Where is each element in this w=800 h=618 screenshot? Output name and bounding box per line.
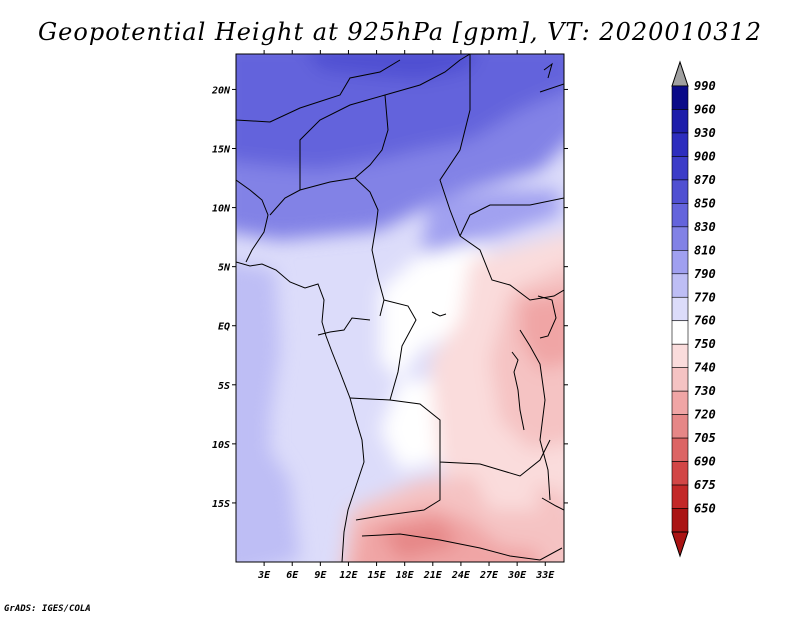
colorbar-label: 810 <box>694 243 716 257</box>
colorbar-label: 675 <box>694 478 716 492</box>
colorbar-label: 650 <box>694 502 716 516</box>
colorbar-top-arrow <box>671 60 689 87</box>
lat-tick-label: 5S <box>218 381 230 392</box>
lat-tick-label: 15S <box>212 499 230 510</box>
lon-tick-label: 33E <box>535 570 555 581</box>
lon-tick-label: 27E <box>479 570 499 581</box>
lon-tick-label: 24E <box>451 570 471 581</box>
lat-tick-label: 10N <box>212 204 231 215</box>
colorbar-swatch <box>671 203 689 228</box>
map-frame <box>235 53 565 563</box>
colorbar-label: 720 <box>694 408 716 422</box>
colorbar-label: 960 <box>694 102 716 116</box>
colorbar-bottom-arrow <box>671 531 689 558</box>
lon-tick-label: 6E <box>286 570 299 581</box>
colorbar-swatch <box>671 85 689 110</box>
colorbar-label: 730 <box>694 384 716 398</box>
lon-tick-label: 30E <box>507 570 527 581</box>
colorbar-label: 930 <box>694 126 716 140</box>
lat-tick-label: 10S <box>212 440 230 451</box>
colorbar-swatch <box>671 367 689 392</box>
colorbar-swatch <box>671 179 689 204</box>
country-borders <box>236 54 564 562</box>
colorbar-label: 790 <box>694 267 716 281</box>
latitude-axis: 20N 15N 10N 5N EQ 5S 10S 15S <box>211 85 568 510</box>
longitude-axis: 3E 6E 9E 12E 15E 18E 21E 24E 27E 30E 33E <box>257 50 555 581</box>
colorbar-label: 770 <box>694 290 716 304</box>
colorbar-swatch <box>671 390 689 415</box>
colorbar-label: 850 <box>694 196 716 210</box>
colorbar-label: 705 <box>694 431 716 445</box>
colorbar-label: 690 <box>694 455 716 469</box>
colorbar-swatch <box>671 296 689 322</box>
colorbar-swatch <box>671 109 689 134</box>
lon-tick-label: 21E <box>423 570 443 581</box>
colorbar-swatch <box>671 437 689 462</box>
colorbar-swatch <box>671 132 689 157</box>
colorbar-swatch <box>671 508 689 533</box>
lat-tick-label: 15N <box>212 145 231 156</box>
lat-tick-label: 20N <box>211 85 231 96</box>
colorbar-swatch <box>671 273 689 298</box>
lon-tick-label: 12E <box>339 570 358 581</box>
colorbar-swatch <box>671 414 689 439</box>
colorbar-label: 830 <box>694 220 716 234</box>
colorbar-swatch <box>671 461 689 486</box>
colorbar-swatch <box>671 156 689 181</box>
grads-credit: GrADS: IGES/COLA <box>4 604 91 614</box>
colorbar-label: 900 <box>694 149 716 163</box>
colorbar-swatch <box>671 484 689 509</box>
colorbar-label: 740 <box>694 361 716 375</box>
colorbar-label: 760 <box>694 314 716 328</box>
colorbar-label: 990 <box>694 79 716 93</box>
lon-tick-label: 15E <box>368 570 387 581</box>
colorbar-swatch <box>671 320 689 345</box>
height-field <box>236 54 564 562</box>
colorbar-label: 750 <box>694 337 716 351</box>
lon-tick-label: 18E <box>396 570 415 581</box>
colorbar-swatch <box>671 250 689 275</box>
lat-tick-label: EQ <box>218 322 230 333</box>
colorbar: 990 960 930 900 870 850 830 810 790 770 760 750 740 7… <box>671 60 716 558</box>
colorbar-swatch <box>671 226 689 251</box>
colorbar-label: 870 <box>694 173 716 187</box>
lon-tick-label: 9E <box>314 570 327 581</box>
plot-title: Geopotential Height at 925hPa [gpm], VT:… <box>38 18 762 46</box>
lon-tick-label: 3E <box>257 570 271 581</box>
colorbar-swatch <box>671 343 689 368</box>
lat-tick-label: 5N <box>218 263 231 274</box>
